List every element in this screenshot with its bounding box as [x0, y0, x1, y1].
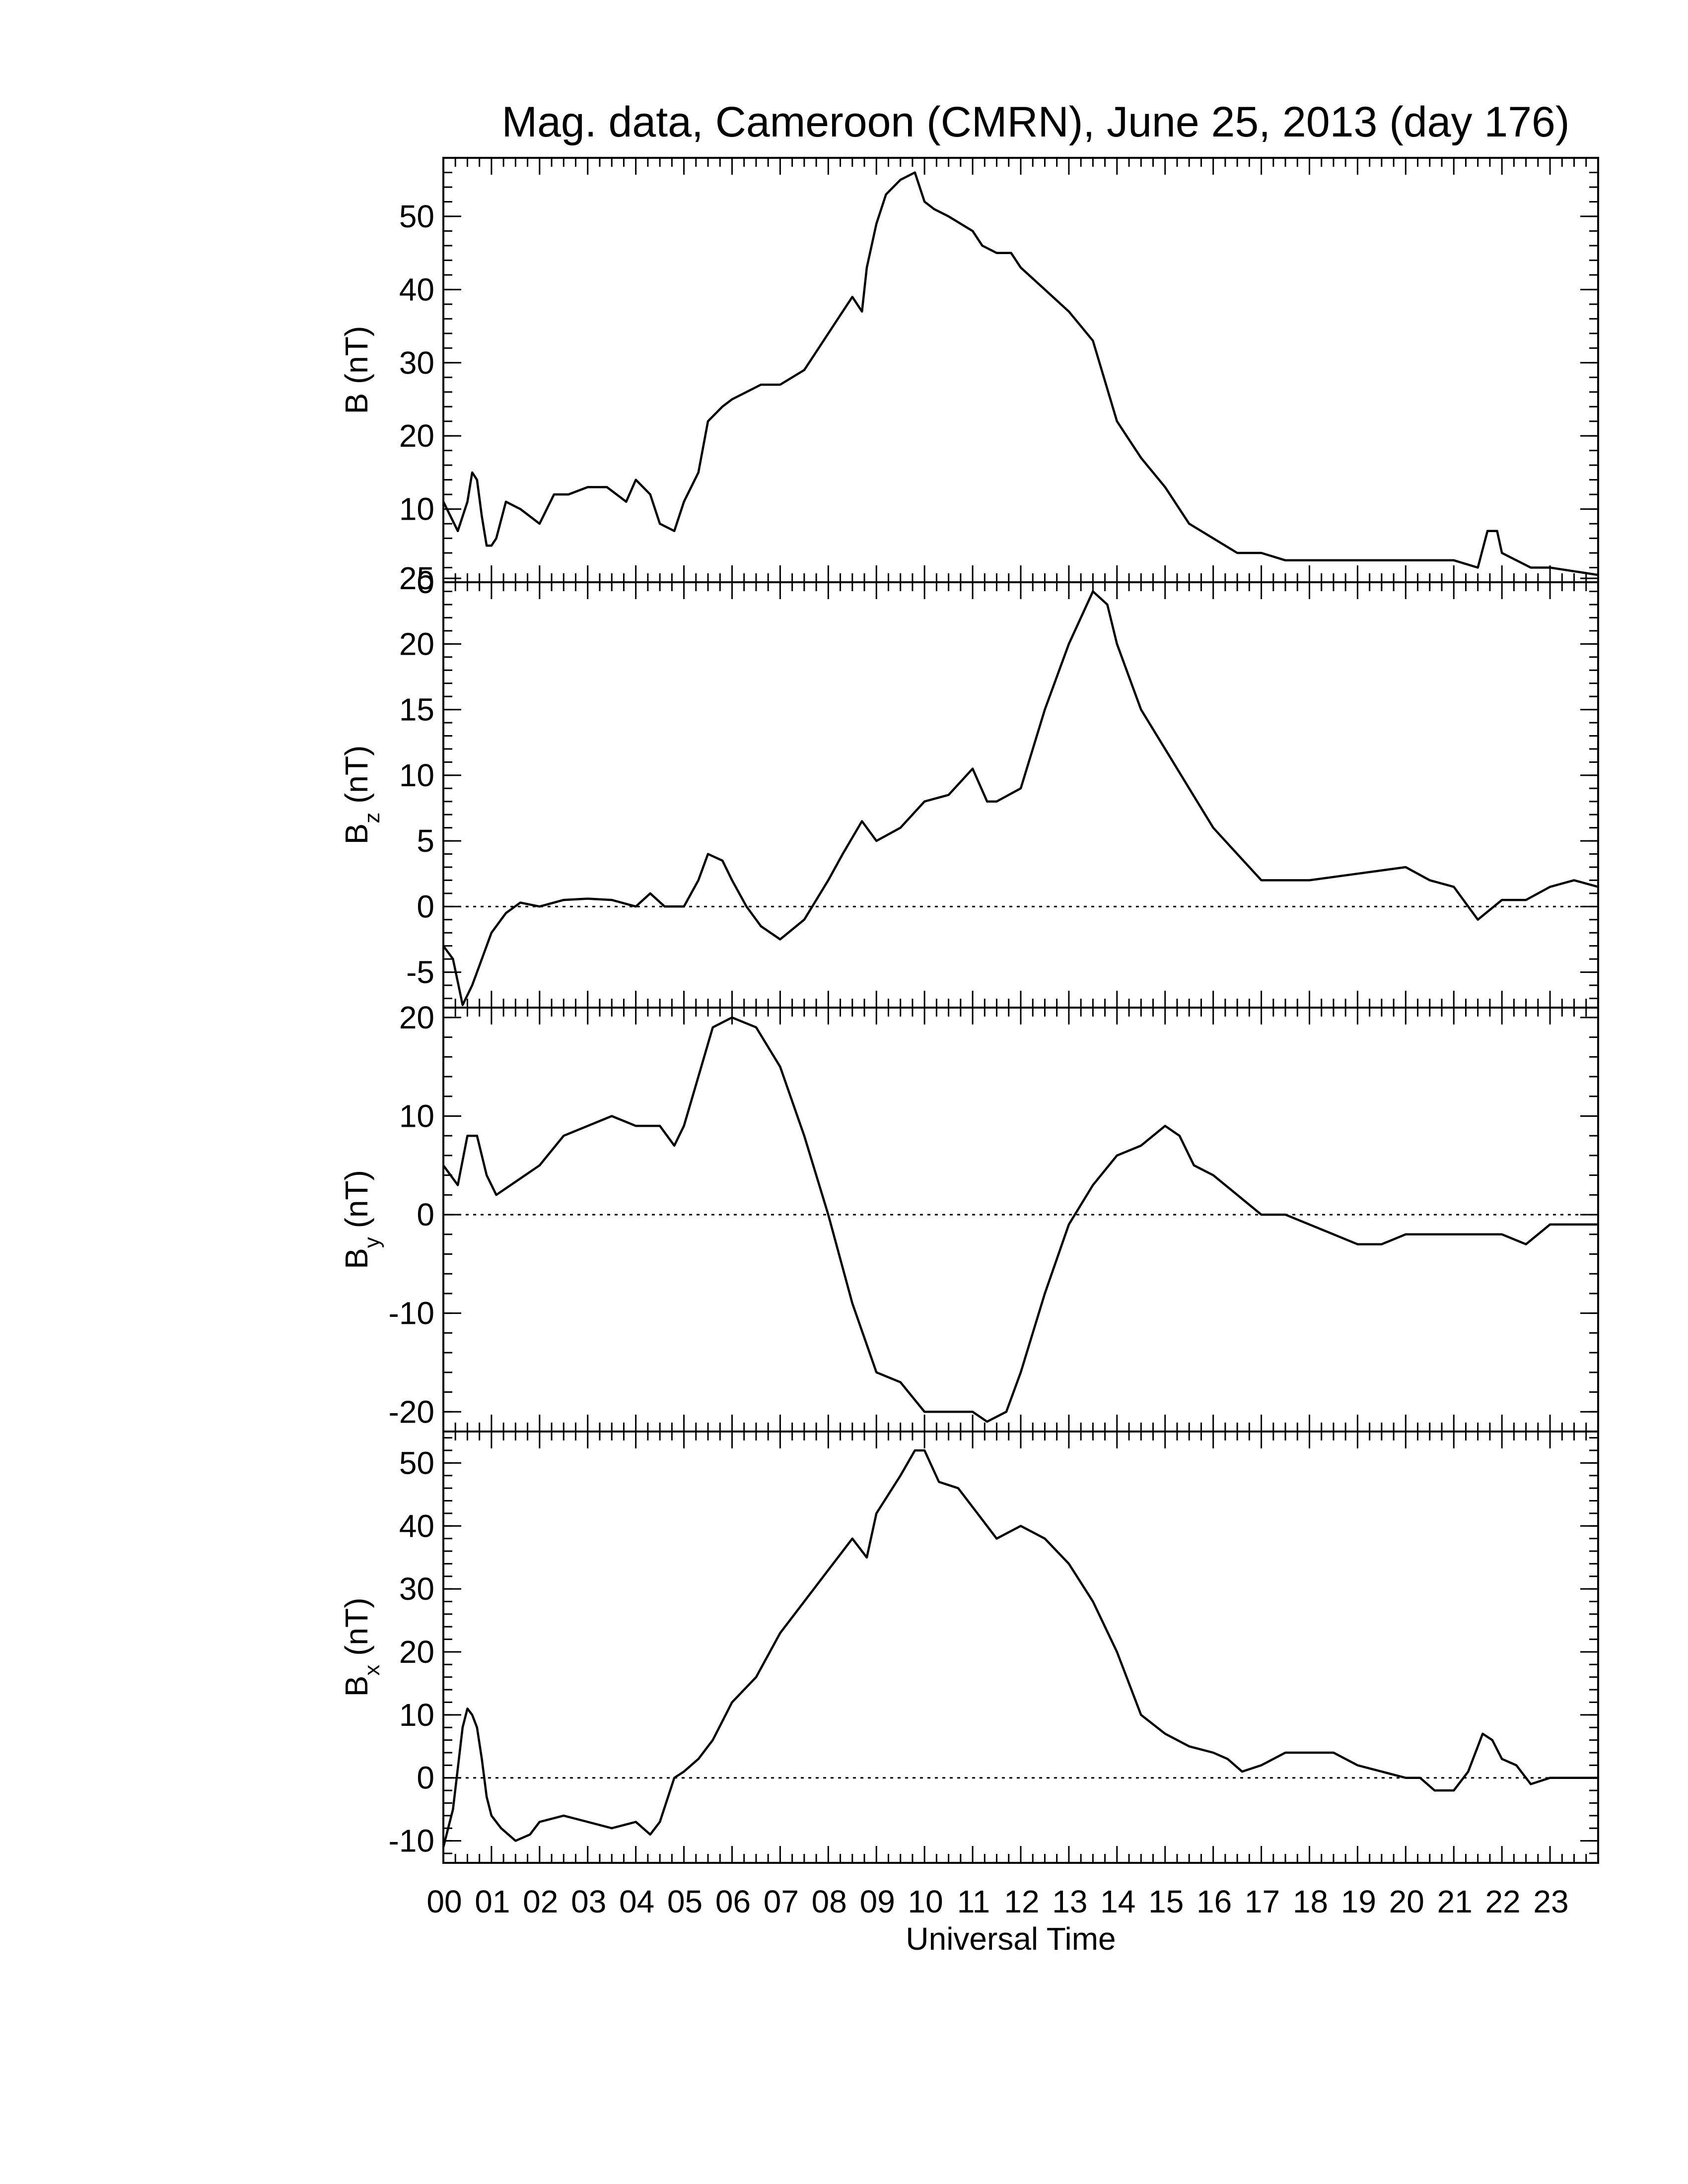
- y-tick-label: 10: [399, 491, 434, 527]
- y-tick-label: 15: [399, 692, 434, 728]
- y-tick-label: 50: [399, 199, 434, 234]
- x-tick-label: 04: [619, 1884, 654, 1919]
- x-tick-label: 21: [1437, 1884, 1473, 1919]
- y-tick-label: 0: [417, 1760, 434, 1796]
- y-tick-label: -20: [389, 1394, 435, 1430]
- y-tick-label: 20: [399, 1634, 434, 1670]
- y-tick-label: -10: [389, 1823, 435, 1859]
- x-tick-label: 13: [1052, 1884, 1087, 1919]
- y-tick-label: 10: [399, 1098, 434, 1134]
- x-tick-label: 06: [715, 1884, 751, 1919]
- x-tick-label: 11: [957, 1884, 990, 1919]
- y-tick-label: 40: [399, 272, 434, 307]
- series-line-4: [442, 1449, 1598, 1847]
- y-tick-label: 30: [399, 345, 434, 381]
- y-axis-label: Bx (nT): [339, 1598, 384, 1697]
- x-tick-label: 17: [1245, 1884, 1280, 1919]
- panel-2: -5 0 5 10 15 20 25 Bz (nT): [339, 560, 1599, 1009]
- x-tick-label: 18: [1293, 1884, 1328, 1919]
- y-tick-label: 30: [399, 1571, 434, 1607]
- x-tick-label: 19: [1341, 1884, 1376, 1919]
- y-tick-label: 25: [399, 560, 434, 596]
- y-tick-label: 0: [417, 888, 434, 924]
- chart-title: Mag. data, Cameroon (CMRN), June 25, 201…: [501, 98, 1569, 146]
- series-line-3: [442, 1016, 1598, 1423]
- y-tick-label: 20: [399, 1000, 434, 1035]
- x-tick-label: 16: [1196, 1884, 1232, 1919]
- y-axis-label: Bz (nT): [339, 746, 384, 845]
- x-tick-label: 00: [426, 1884, 462, 1919]
- x-tick-label: 08: [812, 1884, 847, 1919]
- y-tick-label: 10: [399, 757, 434, 793]
- x-tick-label: 03: [571, 1884, 606, 1919]
- x-tick-label: 02: [523, 1884, 558, 1919]
- y-tick-label: -10: [389, 1296, 435, 1331]
- x-tick-label: 14: [1100, 1884, 1135, 1919]
- y-tick-label: -5: [406, 955, 434, 990]
- series-line-2: [442, 590, 1599, 1006]
- y-tick-label: 0: [417, 1197, 434, 1232]
- y-axis-label: B (nT): [339, 326, 374, 414]
- x-tick-labels: 00 01 02 03 04 05 06 07 08 09 10 11 12 13 14 15 16 17 18 19…: [426, 1884, 1568, 1919]
- y-axis-label: By (nT): [339, 1170, 384, 1269]
- y-tick-label: 50: [399, 1445, 434, 1481]
- y-tick-label: 20: [399, 418, 434, 454]
- x-tick-label: 09: [860, 1884, 895, 1919]
- x-tick-label: 15: [1148, 1884, 1184, 1919]
- x-tick-label: 10: [908, 1884, 943, 1919]
- x-tick-label: 01: [475, 1884, 510, 1919]
- y-tick-label: 5: [417, 823, 434, 859]
- panel-1: 0 10 20 30 40 50 B (nT): [339, 157, 1599, 600]
- x-tick-label: 22: [1485, 1884, 1521, 1919]
- x-tick-label: 20: [1389, 1884, 1424, 1919]
- series-line-1: [442, 171, 1599, 576]
- y-tick-label: 20: [399, 626, 434, 662]
- y-tick-label: 10: [399, 1697, 434, 1733]
- x-axis-label: Universal Time: [906, 1921, 1116, 1957]
- y-tick-label: 40: [399, 1508, 434, 1544]
- x-tick-label: 05: [667, 1884, 703, 1919]
- x-tick-label: 07: [764, 1884, 799, 1919]
- panel-4: -10 0 10 20 30 40 50 Bx (nT): [339, 1431, 1599, 1864]
- x-tick-label: 23: [1533, 1884, 1568, 1919]
- x-tick-label: 12: [1004, 1884, 1039, 1919]
- y-tick-label: 0: [417, 564, 434, 600]
